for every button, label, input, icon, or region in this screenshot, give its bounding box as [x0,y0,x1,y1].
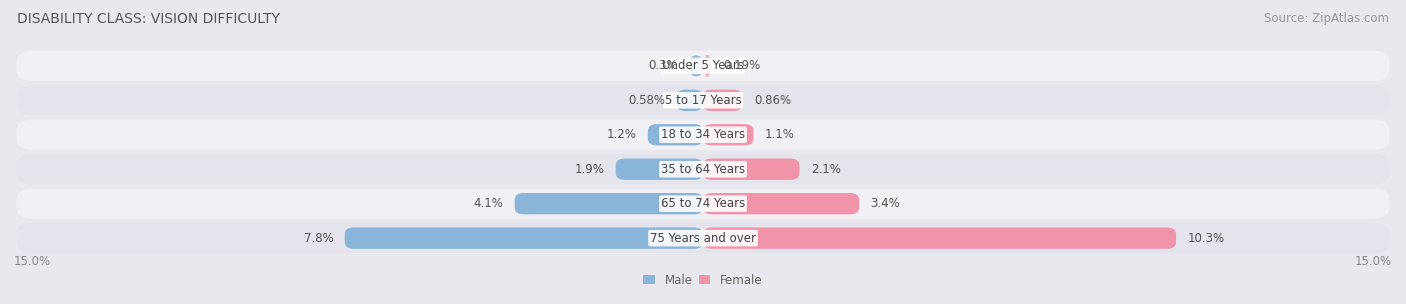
Text: 0.19%: 0.19% [723,59,761,72]
Legend: Male, Female: Male, Female [644,274,762,287]
FancyBboxPatch shape [648,124,703,145]
FancyBboxPatch shape [17,85,1389,116]
Text: 4.1%: 4.1% [474,197,503,210]
FancyBboxPatch shape [703,124,754,145]
FancyBboxPatch shape [515,193,703,214]
FancyBboxPatch shape [17,51,1389,81]
FancyBboxPatch shape [703,193,859,214]
FancyBboxPatch shape [616,159,703,180]
Text: 15.0%: 15.0% [14,255,51,268]
Text: 0.86%: 0.86% [754,94,792,107]
Text: 75 Years and over: 75 Years and over [650,232,756,245]
Text: 1.2%: 1.2% [606,128,637,141]
Text: 18 to 34 Years: 18 to 34 Years [661,128,745,141]
Text: 1.9%: 1.9% [575,163,605,176]
Text: 3.4%: 3.4% [870,197,900,210]
Text: 5 to 17 Years: 5 to 17 Years [665,94,741,107]
FancyBboxPatch shape [676,90,703,111]
FancyBboxPatch shape [344,227,703,249]
FancyBboxPatch shape [703,90,742,111]
Text: 65 to 74 Years: 65 to 74 Years [661,197,745,210]
Text: 0.3%: 0.3% [648,59,678,72]
FancyBboxPatch shape [703,159,800,180]
FancyBboxPatch shape [689,55,703,77]
FancyBboxPatch shape [17,223,1389,253]
FancyBboxPatch shape [17,154,1389,185]
FancyBboxPatch shape [17,188,1389,219]
Text: DISABILITY CLASS: VISION DIFFICULTY: DISABILITY CLASS: VISION DIFFICULTY [17,12,280,26]
Text: Under 5 Years: Under 5 Years [662,59,744,72]
Text: 0.58%: 0.58% [628,94,665,107]
FancyBboxPatch shape [17,119,1389,150]
FancyBboxPatch shape [703,227,1175,249]
FancyBboxPatch shape [703,55,713,77]
Text: 2.1%: 2.1% [811,163,841,176]
Text: 10.3%: 10.3% [1188,232,1225,245]
Text: 15.0%: 15.0% [1355,255,1392,268]
Text: 1.1%: 1.1% [765,128,794,141]
Text: 7.8%: 7.8% [304,232,333,245]
Text: Source: ZipAtlas.com: Source: ZipAtlas.com [1264,12,1389,25]
Text: 35 to 64 Years: 35 to 64 Years [661,163,745,176]
